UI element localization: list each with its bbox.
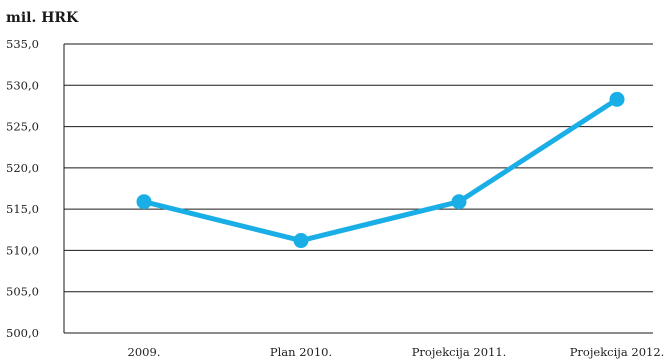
y-tick-label: 525,0 <box>6 120 39 134</box>
x-tick-label: Projekcija 2012. <box>570 345 665 359</box>
data-point <box>451 194 467 210</box>
series-line <box>141 96 620 244</box>
y-tick-label: 505,0 <box>6 285 39 299</box>
y-axis-unit-label: mil. HRK <box>6 10 79 26</box>
data-point <box>136 194 152 210</box>
x-tick-label: Plan 2010. <box>270 345 332 359</box>
y-tick-label: 520,0 <box>6 161 39 175</box>
x-axis-ticks: 2009. Plan 2010. Projekcija 2011. Projekcij… <box>128 345 665 359</box>
y-tick-label: 500,0 <box>6 326 39 340</box>
x-tick-label: Projekcija 2011. <box>412 345 507 359</box>
y-axis-ticks: 500,0 505,0 510,0 515,0 520,0 525,0 530,0 535,0 <box>6 37 39 340</box>
series-layer <box>136 91 625 249</box>
x-tick-label: 2009. <box>128 345 161 359</box>
data-point <box>609 91 625 107</box>
y-tick-label: 515,0 <box>6 202 39 216</box>
y-tick-label: 510,0 <box>6 243 39 257</box>
data-point <box>293 233 309 249</box>
y-tick-label: 530,0 <box>6 78 39 92</box>
y-tick-label: 535,0 <box>6 37 39 51</box>
gridlines <box>63 43 653 334</box>
